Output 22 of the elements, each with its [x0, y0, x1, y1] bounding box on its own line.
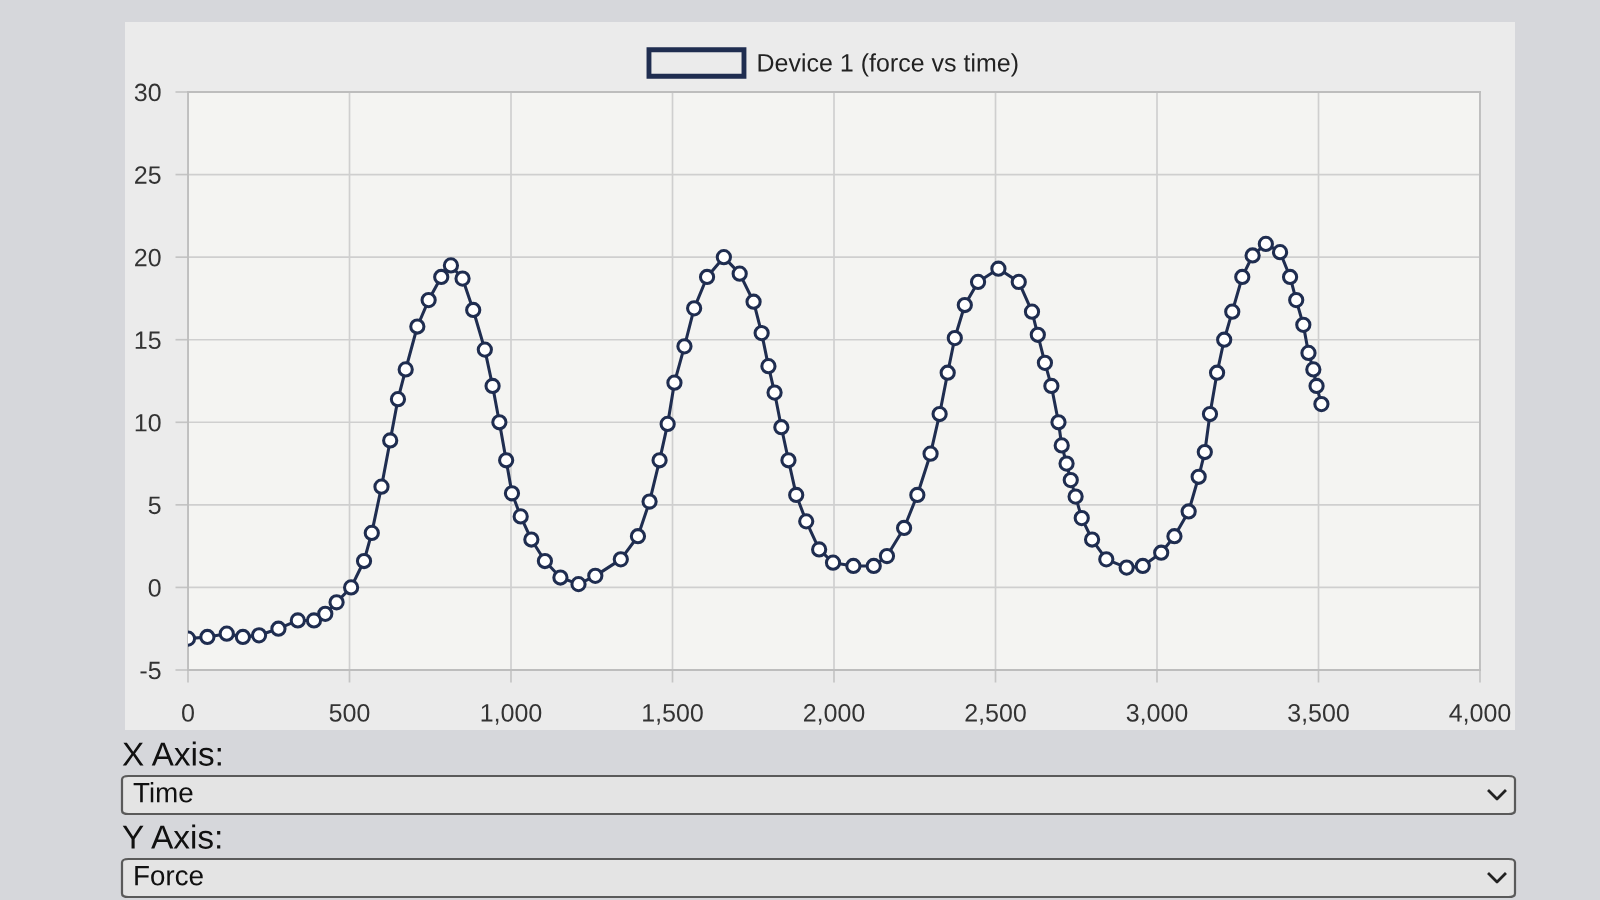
y-tick-label: -5 [140, 661, 161, 680]
text: Y Axis: [122, 824, 221, 849]
legend-label: Device 1 (force vs time) [758, 53, 1018, 77]
y-tick-label: 15 [135, 331, 161, 350]
x-tick-label: 3,000 [1126, 703, 1188, 725]
x-tick-label: 4,000 [1449, 703, 1511, 725]
x-tick-label: 0 [182, 703, 194, 722]
y-tick-label: 25 [135, 166, 161, 184]
x-tick-label: 1,000 [481, 703, 542, 725]
text: Force [135, 866, 203, 886]
x-tick-label: 1,500 [643, 703, 703, 725]
x-tick-label: 3,500 [1288, 703, 1349, 725]
text: X Axis: [122, 741, 221, 766]
y-tick-label: 0 [148, 579, 161, 597]
text: Time [133, 782, 193, 803]
x-tick-label: 500 [329, 703, 370, 722]
x-tick-label: 2,000 [803, 703, 865, 725]
y-tick-label: 30 [134, 83, 161, 102]
y-tick-label: 5 [148, 496, 161, 515]
y-tick-label: 10 [135, 413, 161, 432]
y-tick-label: 20 [135, 248, 161, 267]
x-tick-label: 2,500 [965, 703, 1026, 725]
